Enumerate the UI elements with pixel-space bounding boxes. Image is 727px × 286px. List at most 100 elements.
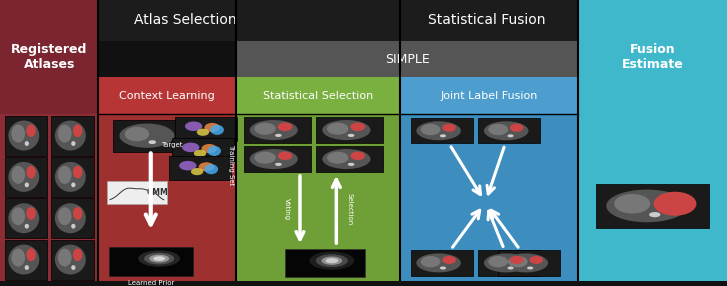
Bar xyxy=(236,41,578,77)
Ellipse shape xyxy=(442,124,456,132)
Ellipse shape xyxy=(182,143,199,152)
Ellipse shape xyxy=(9,121,39,150)
Ellipse shape xyxy=(350,152,365,160)
Ellipse shape xyxy=(484,121,529,140)
Text: Registered
Atlases: Registered Atlases xyxy=(11,43,87,71)
Bar xyxy=(244,117,310,143)
Ellipse shape xyxy=(25,141,29,146)
Bar xyxy=(51,198,94,238)
Ellipse shape xyxy=(9,245,39,275)
Ellipse shape xyxy=(326,258,338,263)
Bar xyxy=(316,117,383,143)
Bar xyxy=(175,117,237,141)
Text: Voting: Voting xyxy=(284,198,290,221)
Text: Joint Label Fusion: Joint Label Fusion xyxy=(441,91,538,101)
Ellipse shape xyxy=(210,125,224,135)
Ellipse shape xyxy=(198,162,214,171)
Text: Learned Prior: Learned Prior xyxy=(127,280,174,286)
Ellipse shape xyxy=(71,265,76,270)
Bar xyxy=(578,0,727,114)
Bar xyxy=(236,77,400,114)
Ellipse shape xyxy=(194,150,206,157)
Ellipse shape xyxy=(26,207,36,220)
Ellipse shape xyxy=(25,265,29,270)
Bar xyxy=(169,156,231,180)
Bar xyxy=(113,120,189,152)
Ellipse shape xyxy=(125,127,149,141)
Ellipse shape xyxy=(348,134,355,137)
Ellipse shape xyxy=(55,245,86,275)
Bar xyxy=(107,181,166,204)
Ellipse shape xyxy=(55,203,86,233)
Ellipse shape xyxy=(148,140,156,144)
Ellipse shape xyxy=(278,123,292,131)
Ellipse shape xyxy=(144,253,174,265)
Ellipse shape xyxy=(249,120,298,140)
Ellipse shape xyxy=(322,149,371,169)
Ellipse shape xyxy=(606,190,688,222)
Bar xyxy=(51,157,94,197)
Text: SIMPLE: SIMPLE xyxy=(385,53,430,65)
Ellipse shape xyxy=(58,249,72,267)
Ellipse shape xyxy=(249,149,298,169)
Ellipse shape xyxy=(191,168,204,175)
Ellipse shape xyxy=(529,256,543,264)
Ellipse shape xyxy=(9,203,39,233)
Bar xyxy=(596,184,709,228)
Ellipse shape xyxy=(442,256,456,264)
Bar xyxy=(411,118,473,143)
Ellipse shape xyxy=(55,162,86,192)
Bar xyxy=(98,77,236,114)
Text: GMM: GMM xyxy=(147,188,169,197)
Ellipse shape xyxy=(254,152,276,164)
Ellipse shape xyxy=(508,256,528,267)
Ellipse shape xyxy=(417,253,461,273)
Text: Selection: Selection xyxy=(346,193,353,226)
Ellipse shape xyxy=(417,121,461,140)
Ellipse shape xyxy=(71,224,76,229)
Bar xyxy=(98,114,236,281)
Ellipse shape xyxy=(12,125,25,142)
Bar xyxy=(236,114,400,281)
Ellipse shape xyxy=(71,141,76,146)
Ellipse shape xyxy=(278,152,292,160)
Ellipse shape xyxy=(440,134,446,137)
Ellipse shape xyxy=(510,256,523,264)
Ellipse shape xyxy=(58,125,72,142)
Ellipse shape xyxy=(614,194,650,214)
Ellipse shape xyxy=(440,267,446,269)
Ellipse shape xyxy=(204,123,220,132)
Ellipse shape xyxy=(119,124,174,148)
Ellipse shape xyxy=(507,134,514,137)
Ellipse shape xyxy=(73,207,82,220)
Ellipse shape xyxy=(9,162,39,192)
Bar xyxy=(0,0,98,114)
Bar xyxy=(400,77,578,114)
Ellipse shape xyxy=(322,120,371,140)
Bar xyxy=(4,198,47,238)
Bar xyxy=(109,247,193,276)
Text: Statistical Selection: Statistical Selection xyxy=(263,91,373,101)
Ellipse shape xyxy=(153,256,165,261)
Bar xyxy=(478,118,540,143)
Ellipse shape xyxy=(489,256,508,267)
Ellipse shape xyxy=(26,248,36,261)
Ellipse shape xyxy=(26,166,36,178)
Ellipse shape xyxy=(321,257,342,265)
Ellipse shape xyxy=(149,255,169,263)
Bar xyxy=(172,138,234,162)
Ellipse shape xyxy=(25,224,29,229)
Bar xyxy=(244,146,310,172)
Ellipse shape xyxy=(654,192,696,216)
Ellipse shape xyxy=(421,124,441,135)
Ellipse shape xyxy=(73,166,82,178)
Bar xyxy=(578,114,727,281)
Ellipse shape xyxy=(484,253,529,273)
Ellipse shape xyxy=(12,166,25,184)
Ellipse shape xyxy=(71,182,76,187)
Bar xyxy=(4,240,47,279)
Ellipse shape xyxy=(201,144,217,153)
Ellipse shape xyxy=(510,124,523,132)
Bar xyxy=(411,250,473,276)
Bar xyxy=(400,114,578,281)
